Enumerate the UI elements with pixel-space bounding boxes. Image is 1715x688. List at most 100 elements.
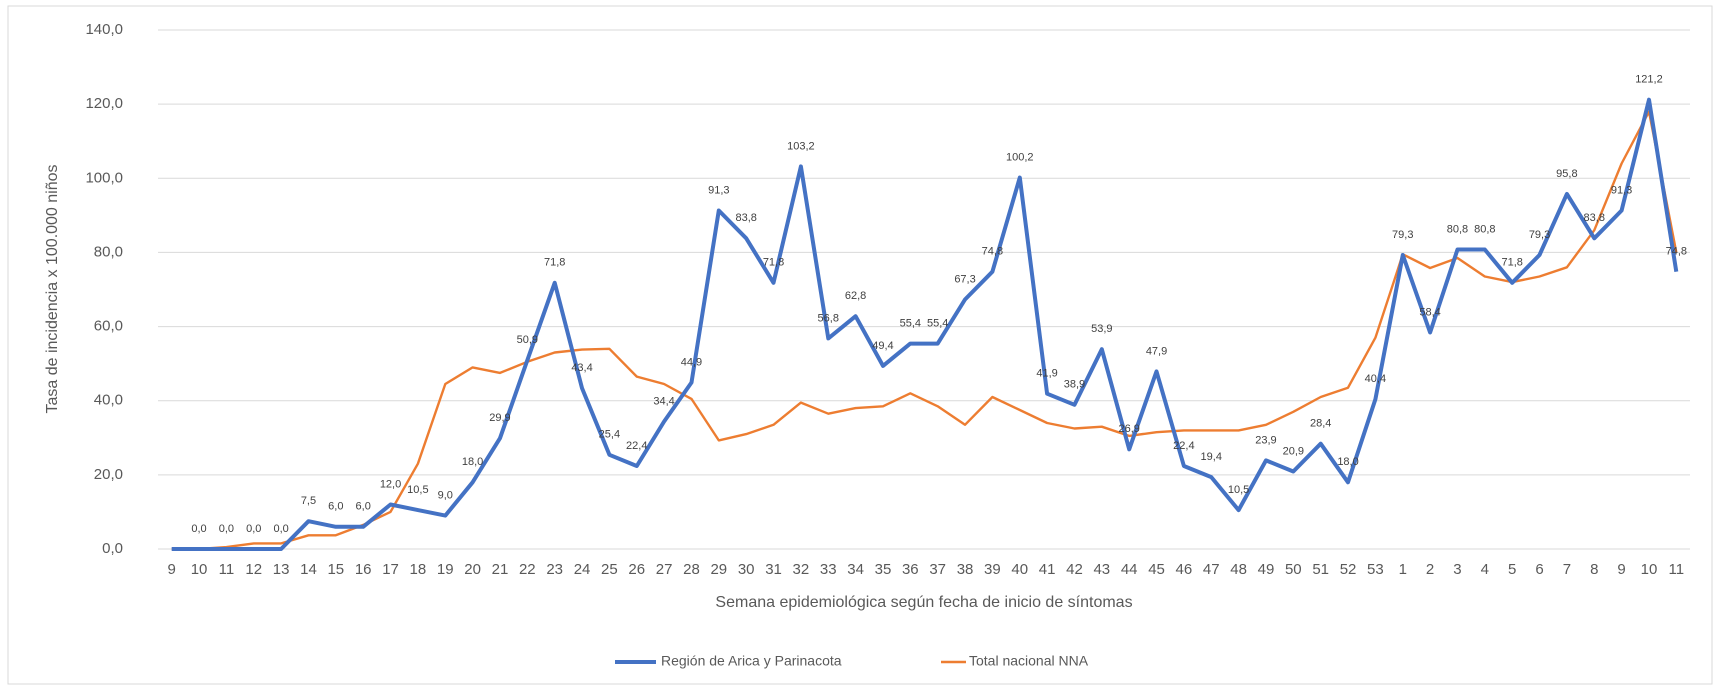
data-label: 43,4 bbox=[571, 362, 592, 374]
x-tick-label: 10 bbox=[1641, 561, 1658, 578]
x-tick-label: 39 bbox=[984, 561, 1001, 578]
y-tick-label: 40,0 bbox=[94, 392, 123, 409]
data-label: 53,9 bbox=[1091, 323, 1112, 335]
x-tick-label: 38 bbox=[957, 561, 974, 578]
data-label: 38,9 bbox=[1064, 379, 1085, 391]
data-label: 7,5 bbox=[301, 495, 316, 507]
x-tick-label: 11 bbox=[1669, 561, 1685, 578]
data-label: 55,4 bbox=[927, 318, 948, 330]
x-tick-label: 8 bbox=[1590, 561, 1598, 578]
data-label: 103,2 bbox=[787, 140, 815, 152]
data-label: 44,9 bbox=[681, 356, 702, 368]
y-tick-label: 0,0 bbox=[102, 540, 123, 557]
x-tick-label: 21 bbox=[492, 561, 509, 578]
data-label: 74,8 bbox=[1666, 246, 1687, 258]
data-label: 91,3 bbox=[1611, 184, 1632, 196]
x-tick-label: 36 bbox=[902, 561, 919, 578]
data-label: 83,8 bbox=[735, 212, 756, 224]
x-tick-label: 52 bbox=[1340, 561, 1357, 578]
x-tick-label: 9 bbox=[168, 561, 176, 578]
data-label: 71,8 bbox=[763, 257, 784, 269]
x-tick-label: 3 bbox=[1453, 561, 1461, 578]
data-label: 100,2 bbox=[1006, 151, 1034, 163]
data-label: 74,8 bbox=[982, 246, 1003, 258]
x-tick-label: 40 bbox=[1011, 561, 1028, 578]
x-tick-label: 46 bbox=[1176, 561, 1193, 578]
x-tick-label: 19 bbox=[437, 561, 454, 578]
x-tick-label: 16 bbox=[355, 561, 372, 578]
x-tick-label: 23 bbox=[546, 561, 563, 578]
data-label: 10,5 bbox=[407, 484, 428, 496]
x-tick-label: 15 bbox=[327, 561, 344, 578]
data-label: 95,8 bbox=[1556, 168, 1577, 180]
data-label: 40,4 bbox=[1365, 373, 1386, 385]
x-tick-label: 45 bbox=[1148, 561, 1165, 578]
data-label: 23,9 bbox=[1255, 434, 1276, 446]
data-label: 49,4 bbox=[872, 340, 893, 352]
x-tick-label: 34 bbox=[847, 561, 864, 578]
y-tick-label: 60,0 bbox=[94, 318, 123, 335]
x-tick-label: 51 bbox=[1312, 561, 1329, 578]
data-label: 121,2 bbox=[1635, 74, 1663, 86]
data-label: 22,4 bbox=[1173, 440, 1194, 452]
x-tick-label: 9 bbox=[1617, 561, 1625, 578]
x-tick-label: 28 bbox=[683, 561, 700, 578]
data-label: 18,0 bbox=[1337, 456, 1358, 468]
data-label: 0,0 bbox=[273, 523, 288, 535]
data-label: 58,4 bbox=[1419, 306, 1440, 318]
x-tick-label: 37 bbox=[929, 561, 946, 578]
y-axis-title: Tasa de incidencia x 100.000 niños bbox=[44, 164, 61, 413]
y-tick-label: 20,0 bbox=[94, 466, 123, 483]
x-tick-label: 30 bbox=[738, 561, 755, 578]
x-tick-label: 42 bbox=[1066, 561, 1083, 578]
y-tick-label: 120,0 bbox=[85, 95, 123, 112]
x-tick-label: 2 bbox=[1426, 561, 1434, 578]
x-tick-label: 1 bbox=[1399, 561, 1407, 578]
data-label: 47,9 bbox=[1146, 345, 1167, 357]
x-tick-label: 5 bbox=[1508, 561, 1516, 578]
x-axis-title: Semana epidemiológica según fecha de ini… bbox=[715, 594, 1132, 611]
data-label: 0,0 bbox=[219, 523, 234, 535]
x-tick-label: 17 bbox=[382, 561, 399, 578]
x-tick-label: 22 bbox=[519, 561, 536, 578]
x-tick-label: 53 bbox=[1367, 561, 1384, 578]
x-tick-label: 44 bbox=[1121, 561, 1138, 578]
x-tick-label: 49 bbox=[1258, 561, 1275, 578]
data-label: 71,8 bbox=[544, 257, 565, 269]
x-tick-label: 20 bbox=[464, 561, 481, 578]
chart-border bbox=[7, 5, 1713, 685]
data-label: 34,4 bbox=[653, 395, 674, 407]
x-tick-label: 6 bbox=[1535, 561, 1543, 578]
data-label: 55,4 bbox=[900, 318, 921, 330]
data-label: 6,0 bbox=[328, 501, 343, 513]
data-label: 9,0 bbox=[438, 490, 453, 502]
x-tick-label: 11 bbox=[219, 561, 235, 578]
data-label: 12,0 bbox=[380, 478, 401, 490]
x-tick-label: 43 bbox=[1093, 561, 1110, 578]
data-label: 80,8 bbox=[1447, 223, 1468, 235]
legend-label: Total nacional NNA bbox=[969, 653, 1089, 669]
x-tick-label: 35 bbox=[875, 561, 892, 578]
x-tick-label: 10 bbox=[191, 561, 208, 578]
data-label: 67,3 bbox=[954, 273, 975, 285]
data-label: 71,8 bbox=[1501, 257, 1522, 269]
legend-label: Región de Arica y Parinacota bbox=[661, 653, 842, 669]
data-label: 50,9 bbox=[517, 334, 538, 346]
data-label: 0,0 bbox=[246, 523, 261, 535]
data-label: 6,0 bbox=[356, 501, 371, 513]
data-label: 29,9 bbox=[489, 412, 510, 424]
x-tick-label: 29 bbox=[710, 561, 727, 578]
y-tick-label: 140,0 bbox=[85, 21, 123, 38]
x-tick-label: 14 bbox=[300, 561, 317, 578]
x-tick-label: 50 bbox=[1285, 561, 1302, 578]
data-label: 56,8 bbox=[818, 312, 839, 324]
x-tick-label: 48 bbox=[1230, 561, 1247, 578]
x-tick-label: 13 bbox=[273, 561, 290, 578]
data-label: 91,3 bbox=[708, 184, 729, 196]
x-tick-label: 33 bbox=[820, 561, 837, 578]
data-label: 19,4 bbox=[1201, 451, 1222, 463]
data-label: 26,9 bbox=[1118, 423, 1139, 435]
data-label: 10,5 bbox=[1228, 484, 1249, 496]
x-tick-label: 12 bbox=[245, 561, 262, 578]
